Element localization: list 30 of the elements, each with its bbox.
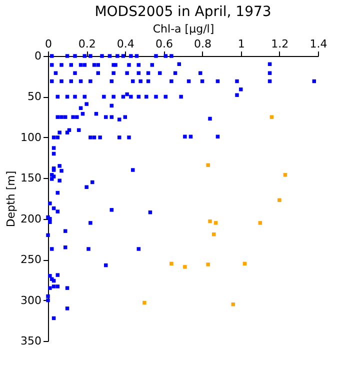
point — [206, 163, 210, 167]
chart-title: MODS2005 in April, 1973 — [94, 4, 272, 20]
y-tick-label: 250 — [20, 253, 42, 266]
point — [278, 198, 282, 202]
y-tick-label: 100 — [20, 130, 42, 144]
point — [214, 221, 218, 225]
x-tick-label: 1.4 — [310, 38, 328, 50]
y-axis-title: Depth [m] — [4, 170, 18, 228]
point — [170, 262, 174, 266]
point — [183, 265, 187, 269]
y-tick-label: 350 — [20, 334, 42, 348]
point — [283, 173, 288, 177]
y-tick-label: 200 — [20, 212, 42, 226]
point — [142, 300, 146, 305]
x-tick-label: 0 — [45, 38, 52, 50]
x-tick-label: 0.4 — [116, 38, 134, 50]
y-tick-label: 150 — [20, 172, 42, 185]
point — [258, 221, 262, 225]
y-tick-label: 0 — [34, 50, 42, 62]
x-tick-label: 0.6 — [155, 38, 173, 50]
x-axis-title: Chl-a [µg/l] — [152, 22, 214, 36]
x-tick-label: 1.2 — [271, 38, 289, 50]
point — [206, 262, 210, 266]
point — [270, 115, 274, 119]
x-tick-label: 0.8 — [194, 38, 212, 50]
y-tick-label: 50 — [28, 90, 42, 104]
y-tick-label: 300 — [20, 294, 42, 307]
point — [208, 219, 212, 224]
x-tick-label: 0.2 — [78, 38, 96, 50]
x-tick-label: 1 — [238, 38, 245, 50]
